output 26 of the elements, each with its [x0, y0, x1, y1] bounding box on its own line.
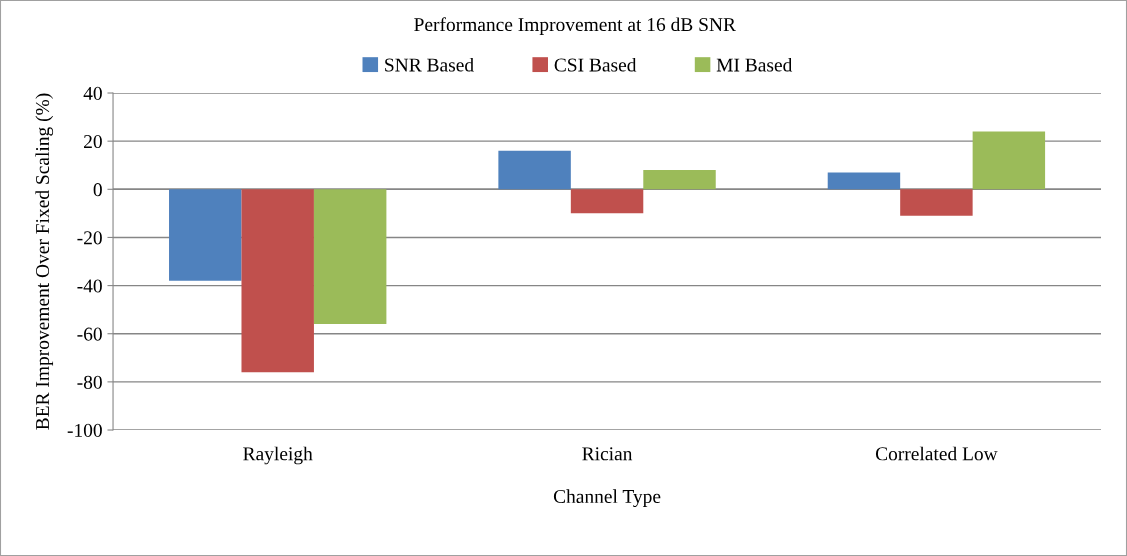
- y-tick-label: -100: [67, 423, 102, 437]
- y-tick-label: 20: [84, 134, 102, 149]
- chart-title: Performance Improvement at 16 dB SNR: [414, 17, 736, 36]
- legend-label: SNR Based: [385, 57, 474, 72]
- legend-label: MI Based: [716, 57, 793, 72]
- y-tick-label: -80: [77, 375, 102, 389]
- bar: [498, 150, 571, 190]
- x-axis-title: Channel Type: [553, 489, 661, 508]
- y-tick-label: 0: [93, 183, 102, 197]
- bar: [570, 189, 644, 214]
- x-tick-label: Rician: [582, 447, 633, 461]
- bar: [241, 189, 314, 373]
- x-tick-label: Correlated Low: [875, 446, 998, 461]
- x-tick-label: Rayleigh: [243, 446, 313, 465]
- legend-label: CSI Based: [554, 57, 637, 72]
- bar: [827, 172, 901, 190]
- y-tick-label: 40: [83, 86, 102, 100]
- y-tick-label: -60: [77, 327, 102, 341]
- bar: [643, 170, 716, 190]
- bar: [169, 189, 242, 281]
- y-axis-title: BER Improvement Over Fixed Scaling (%): [35, 93, 54, 430]
- bar: [313, 189, 387, 325]
- y-tick-label: -20: [77, 231, 102, 245]
- y-tick-label: -40: [77, 279, 102, 293]
- bar: [972, 131, 1046, 190]
- bar: [900, 189, 973, 216]
